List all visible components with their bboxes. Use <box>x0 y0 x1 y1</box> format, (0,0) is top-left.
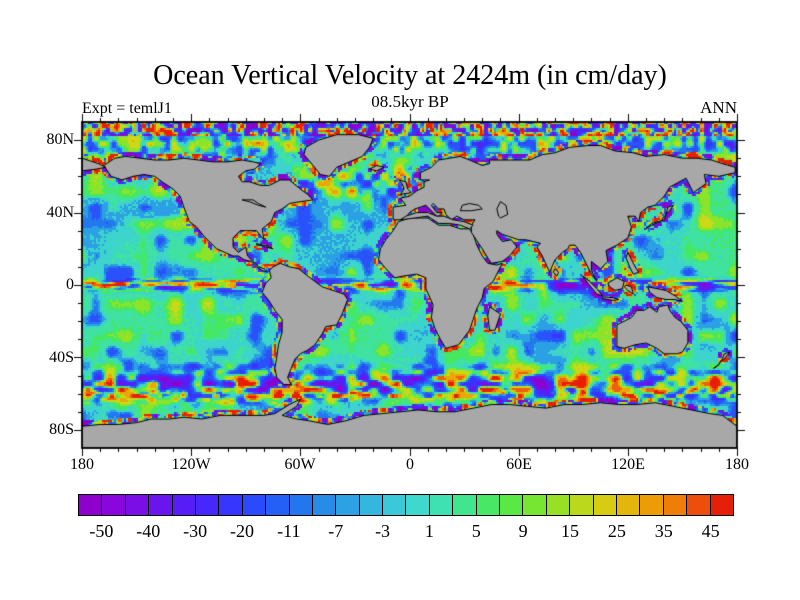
colorbar-segment <box>640 495 664 515</box>
colorbar-tick-label: -7 <box>328 521 344 541</box>
chart-title: Ocean Vertical Velocity at 2424m (in cm/… <box>153 60 667 91</box>
colorbar-segment <box>266 495 290 515</box>
colorbar-tick-label: 5 <box>471 521 481 541</box>
x-tick-120w: 120W <box>171 456 211 473</box>
y-tick-40n: 40N <box>46 204 74 221</box>
x-tick-120e: 120E <box>611 456 645 473</box>
colorbar-tick-label: 15 <box>561 521 579 541</box>
colorbar-segment <box>149 495 173 515</box>
y-tick-80s: 80S <box>49 421 74 438</box>
colorbar-segment <box>79 495 103 515</box>
colorbar-segment <box>383 495 407 515</box>
x-tick-0: 0 <box>406 456 414 473</box>
chart-subtitle: 08.5kyr BP <box>371 92 449 111</box>
colorbar-segment <box>359 495 384 515</box>
experiment-label: Expt = temlJ1 <box>82 100 172 117</box>
x-tick-180w: 180 <box>70 456 94 473</box>
x-tick-180e: 180 <box>725 456 749 473</box>
colorbar-tick-label: -20 <box>230 521 254 541</box>
colorbar-segment <box>593 495 617 515</box>
y-tick-80n: 80N <box>46 131 74 148</box>
colorbar-segment <box>570 495 594 515</box>
colorbar-segment <box>172 495 196 515</box>
y-tick-0: 0 <box>66 276 74 293</box>
colorbar-tick-label: 9 <box>518 521 528 541</box>
colorbar-tick-label: -11 <box>277 521 301 541</box>
colorbar-tick-label: 25 <box>607 521 626 541</box>
colorbar <box>78 494 734 516</box>
colorbar-segment <box>102 495 126 515</box>
colorbar-segment <box>289 495 313 515</box>
colorbar-segment <box>546 495 571 515</box>
colorbar-segment <box>687 495 711 515</box>
season-label: ANN <box>700 98 737 117</box>
colorbar-segment <box>429 495 454 515</box>
colorbar-segment <box>453 495 477 515</box>
colorbar-segment <box>336 495 360 515</box>
colorbar-segment <box>195 495 220 515</box>
colorbar-segment <box>663 495 688 515</box>
y-tick-40s: 40S <box>49 349 74 366</box>
colorbar-tick-label: -30 <box>183 521 208 541</box>
colorbar-segment <box>125 495 150 515</box>
x-tick-60e: 60E <box>506 456 532 473</box>
colorbar-tick-label: 1 <box>424 521 434 541</box>
colorbar-segment <box>523 495 547 515</box>
colorbar-segment <box>500 495 524 515</box>
colorbar-segment <box>476 495 501 515</box>
colorbar-tick-label: -40 <box>136 521 161 541</box>
colorbar-segment <box>616 495 641 515</box>
colorbar-segment <box>710 495 733 515</box>
colorbar-segment <box>219 495 243 515</box>
colorbar-tick-label: 45 <box>701 521 720 541</box>
x-tick-60w: 60W <box>284 456 316 473</box>
colorbar-tick-label: 35 <box>654 521 673 541</box>
colorbar-tick-label: -50 <box>89 521 114 541</box>
colorbar-segment <box>242 495 267 515</box>
colorbar-segment <box>406 495 430 515</box>
colorbar-tick-label: -3 <box>375 521 391 541</box>
colorbar-segment <box>312 495 337 515</box>
